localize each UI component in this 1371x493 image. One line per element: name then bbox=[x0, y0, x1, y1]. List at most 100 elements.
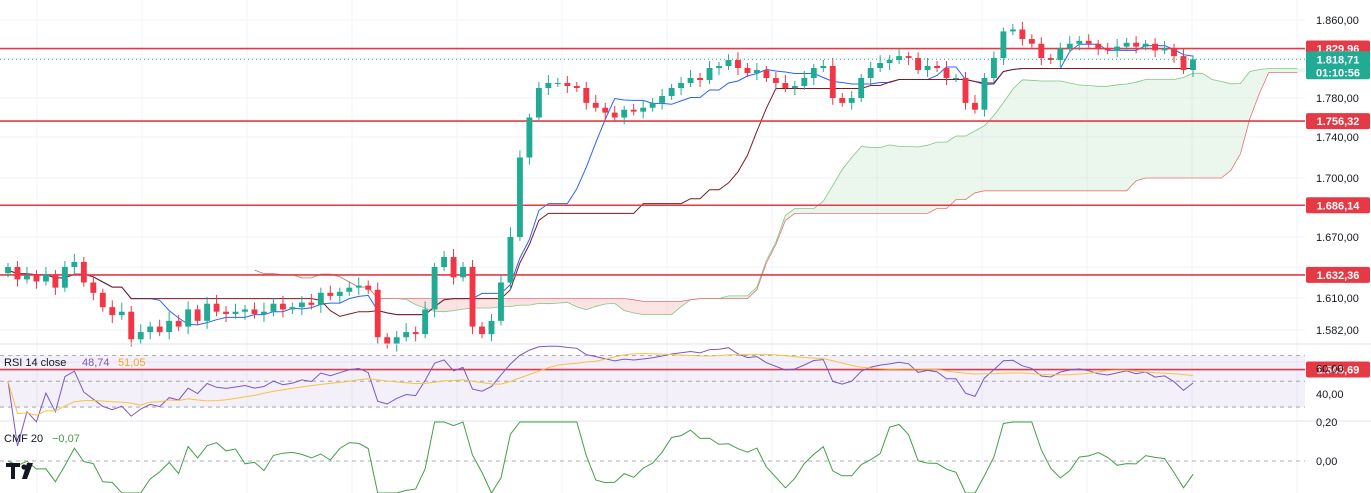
candle-body bbox=[668, 88, 675, 96]
cmf-legend-name: CMF 20 bbox=[4, 433, 43, 445]
candle-body bbox=[526, 117, 533, 158]
cloud-segment bbox=[567, 298, 577, 307]
candle-body bbox=[147, 326, 154, 333]
candle-body bbox=[194, 309, 201, 321]
cmf-legend-value: −0,07 bbox=[52, 433, 80, 445]
candle-body bbox=[990, 58, 997, 78]
cloud-segment bbox=[965, 130, 975, 200]
candle-body bbox=[962, 78, 969, 103]
candle-body bbox=[99, 292, 106, 308]
candle-body bbox=[1028, 39, 1035, 44]
candle-body bbox=[1038, 43, 1045, 58]
candle-body bbox=[204, 303, 211, 321]
level-tag-label: 1.686,14 bbox=[1317, 200, 1361, 212]
cloud-segment bbox=[747, 287, 757, 299]
candle-body bbox=[801, 78, 808, 86]
candle-body bbox=[687, 78, 694, 83]
cloud-segment bbox=[889, 144, 900, 214]
candle-body bbox=[867, 68, 874, 78]
cmf-tick-label: 0,20 bbox=[1316, 417, 1337, 429]
candle-body bbox=[346, 287, 353, 292]
cloud-segment bbox=[974, 125, 985, 193]
cloud-segment bbox=[813, 201, 824, 214]
candle-body bbox=[469, 267, 476, 327]
cloud-segment bbox=[605, 298, 615, 304]
candle-body bbox=[829, 66, 836, 98]
rsi-ma-line bbox=[7, 352, 1194, 416]
candle-body bbox=[1066, 43, 1073, 49]
candle-body bbox=[905, 56, 912, 58]
cloud-segment bbox=[1069, 83, 1080, 191]
candle-body bbox=[137, 332, 144, 340]
cloud-segment bbox=[548, 298, 558, 304]
cloud-segment bbox=[937, 142, 947, 209]
candle-body bbox=[128, 311, 135, 340]
candle-body bbox=[24, 275, 30, 280]
cmf-tick-label: 0,00 bbox=[1316, 456, 1337, 468]
price-tick-label: 1.610,00 bbox=[1316, 293, 1359, 305]
cloud-segment bbox=[861, 146, 871, 214]
cloud-segment bbox=[624, 298, 634, 313]
candle-body bbox=[592, 102, 599, 108]
level-tag-label: 1.756,32 bbox=[1317, 116, 1360, 128]
cloud-segment bbox=[956, 136, 966, 200]
ichimoku-cloud bbox=[254, 68, 1305, 315]
level-tag bbox=[1306, 113, 1370, 130]
candle-body bbox=[1095, 43, 1102, 49]
rsi-pane[interactable] bbox=[0, 345, 1305, 447]
candle-body bbox=[1123, 42, 1130, 47]
cmf-pane[interactable] bbox=[0, 421, 1305, 493]
candle-body bbox=[251, 309, 258, 314]
cloud-segment bbox=[1249, 69, 1260, 119]
candle-body bbox=[5, 267, 11, 274]
candle-body bbox=[166, 320, 173, 333]
candle-body bbox=[450, 257, 457, 278]
candle-body bbox=[374, 289, 381, 338]
candle-body bbox=[1114, 46, 1121, 51]
rsi-legend-value: 48,74 bbox=[82, 357, 110, 369]
candle-body bbox=[772, 78, 779, 83]
candle-body bbox=[1180, 56, 1187, 70]
candle-body bbox=[934, 66, 940, 68]
candle-body bbox=[507, 237, 514, 283]
candle-body bbox=[583, 88, 590, 103]
cloud-segment bbox=[1202, 73, 1212, 178]
candle-body bbox=[393, 337, 400, 345]
candle-body bbox=[621, 109, 628, 118]
price-axis[interactable]: 1.829,961.756,321.686,141.632,361.543,69… bbox=[1306, 15, 1370, 468]
candle-body bbox=[336, 291, 343, 296]
candle-body bbox=[659, 96, 666, 103]
candle-body bbox=[1152, 43, 1159, 51]
candle-body bbox=[52, 274, 59, 288]
tradingview-logo-icon[interactable] bbox=[6, 463, 33, 479]
cloud-segment bbox=[946, 136, 956, 209]
cloud-segment bbox=[927, 142, 938, 214]
candle-body bbox=[213, 303, 220, 312]
cloud-segment bbox=[1136, 79, 1146, 181]
candle-body bbox=[972, 102, 978, 110]
cloud-segment bbox=[1003, 89, 1013, 191]
cloud-segment bbox=[842, 157, 852, 214]
cloud-segment bbox=[482, 298, 492, 308]
cloud-segment bbox=[832, 169, 843, 214]
candle-body bbox=[649, 102, 656, 108]
cloud-segment bbox=[737, 295, 748, 299]
candle-body bbox=[1133, 42, 1140, 47]
price-tick-label: 1.780,00 bbox=[1316, 93, 1359, 105]
candle-body bbox=[317, 292, 324, 305]
cloud-segment bbox=[785, 208, 795, 221]
candles bbox=[5, 21, 1196, 352]
candle-body bbox=[725, 60, 732, 66]
rsi-legend-name: RSI 14 close bbox=[4, 357, 66, 369]
cloud-segment bbox=[1240, 71, 1250, 154]
cloud-segment bbox=[1287, 68, 1298, 73]
cloud-segment bbox=[1126, 82, 1137, 191]
cloud-segment bbox=[1022, 79, 1032, 191]
candle-body bbox=[232, 311, 239, 314]
candle-body bbox=[42, 274, 49, 282]
candle-body bbox=[953, 78, 959, 79]
candle-body bbox=[1190, 59, 1196, 70]
candle-body bbox=[109, 307, 116, 316]
